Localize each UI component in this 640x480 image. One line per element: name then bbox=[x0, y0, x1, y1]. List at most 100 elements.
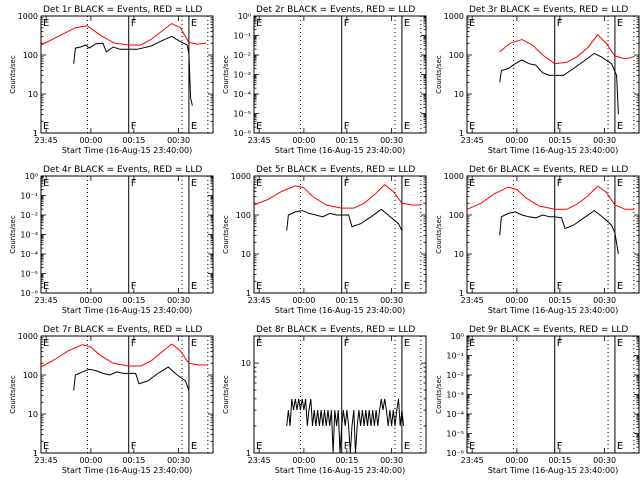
det3-xlabel: Start Time (16-Aug-15 23:40:00) bbox=[488, 146, 619, 155]
det6-series-events bbox=[499, 209, 619, 255]
det1-marker-label-bottom: E bbox=[191, 121, 197, 132]
det5-marker-label-top: E bbox=[404, 178, 410, 189]
det9-axes-frame bbox=[466, 335, 640, 454]
det7-title: Det 7r BLACK = Events, RED = LLD bbox=[43, 325, 202, 335]
det9-marker-label-top: E bbox=[469, 338, 475, 349]
det7-series-events bbox=[73, 366, 190, 391]
det6-xlabel: Start Time (16-Aug-15 23:40:00) bbox=[488, 306, 619, 315]
det3-marker-label-bottom: E bbox=[617, 121, 623, 132]
det1-marker-label-top: E bbox=[43, 18, 49, 29]
det6-ytick-label: 10 bbox=[454, 250, 464, 259]
det5-marker-label-bottom: E bbox=[404, 281, 410, 292]
det4-marker-label-bottom: E bbox=[43, 281, 49, 292]
det9-xtick-label: 23:45 bbox=[461, 456, 484, 465]
det3-ytick-label: 100 bbox=[449, 51, 464, 60]
det1-xlabel: Start Time (16-Aug-15 23:40:00) bbox=[62, 146, 193, 155]
det8-xtick-label: 00:30 bbox=[380, 456, 403, 465]
det3-marker-label-bottom: E bbox=[469, 121, 475, 132]
det5-marker-label-bottom: E bbox=[256, 281, 262, 292]
det2-marker-label-bottom: E bbox=[404, 121, 410, 132]
det2-marker-label-top: E bbox=[256, 18, 262, 29]
det8-marker-label-bottom: E bbox=[404, 441, 410, 452]
det3-xtick-label: 00:15 bbox=[548, 136, 571, 145]
det8-marker-label-bottom: F bbox=[344, 441, 350, 452]
det9-xtick-label: 00:15 bbox=[548, 456, 571, 465]
det1-ytick-label: 1000 bbox=[18, 12, 38, 21]
det6-marker-label-bottom: E bbox=[617, 281, 623, 292]
det6-marker-label-top: E bbox=[469, 178, 475, 189]
det3-ytick-label: 10 bbox=[454, 90, 464, 99]
det4-marker-label-bottom: F bbox=[131, 281, 137, 292]
det8-ylabel: Counts/sec bbox=[222, 375, 230, 414]
det7-marker-label-bottom: F bbox=[131, 441, 137, 452]
det2-xtick-label: 23:45 bbox=[248, 136, 271, 145]
det3-ytick-label: 1 bbox=[459, 129, 464, 138]
det1-marker-label-top: E bbox=[191, 18, 197, 29]
det6-axes-frame bbox=[466, 175, 640, 294]
det8-ytick-label: 1 bbox=[246, 449, 251, 458]
det2-xlabel: Start Time (16-Aug-15 23:40:00) bbox=[275, 146, 406, 155]
det1-series-events bbox=[73, 35, 193, 106]
det8-title: Det 8r BLACK = Events, RED = LLD bbox=[256, 325, 415, 335]
det2-marker-label-bottom: E bbox=[256, 121, 262, 132]
det6-ytick-label: 1 bbox=[459, 289, 464, 298]
det4-ytick-label: 10⁻⁴ bbox=[20, 250, 38, 259]
det2-axes-frame bbox=[253, 15, 427, 134]
det5-title: Det 5r BLACK = Events, RED = LLD bbox=[256, 165, 415, 175]
det3-plot: Det 3r BLACK = Events, RED = LLD 1 10 100 10… bbox=[435, 5, 640, 155]
det9-ytick-label: 10⁻⁴ bbox=[446, 410, 464, 419]
det1-series-lld bbox=[40, 23, 207, 46]
det4-plot: Det 4r BLACK = Events, RED = LLD 10⁻⁶ 10⁻⁵… bbox=[9, 165, 214, 315]
det8-marker-label-top: E bbox=[256, 338, 262, 349]
det4-xlabel: Start Time (16-Aug-15 23:40:00) bbox=[62, 306, 193, 315]
det9-marker-label-top: E bbox=[617, 338, 623, 349]
det9-ytick-label: 10⁻⁶ bbox=[446, 449, 464, 458]
det9-xtick-label: 00:00 bbox=[505, 456, 528, 465]
det6-marker-label-top: E bbox=[617, 178, 623, 189]
det8-marker-label-top: E bbox=[404, 338, 410, 349]
det2-plot: Det 2r BLACK = Events, RED = LLD 10⁻⁶ 10⁻⁵… bbox=[222, 5, 427, 155]
det9-xtick-label: 00:30 bbox=[593, 456, 616, 465]
det8-xtick-label: 00:00 bbox=[292, 456, 315, 465]
det4-ytick-label: 10⁻⁵ bbox=[20, 270, 38, 279]
det4-ytick-label: 10⁻³ bbox=[20, 231, 38, 240]
det3-xtick-label: 00:30 bbox=[593, 136, 616, 145]
det4-xtick-label: 00:30 bbox=[167, 296, 190, 305]
det8-series-events bbox=[286, 398, 405, 454]
det1-title: Det 1r BLACK = Events, RED = LLD bbox=[43, 5, 202, 15]
det2-xtick-label: 00:30 bbox=[380, 136, 403, 145]
det1-axes-frame bbox=[40, 15, 214, 134]
det9-ytick-label: 10⁰ bbox=[451, 332, 464, 341]
det8-marker-label-top: F bbox=[344, 338, 350, 349]
det2-xtick-label: 00:00 bbox=[292, 136, 315, 145]
det2-xtick-label: 00:15 bbox=[335, 136, 358, 145]
det1-ytick-label: 100 bbox=[23, 51, 38, 60]
det5-ylabel: Counts/sec bbox=[222, 215, 230, 254]
det5-xtick-label: 00:00 bbox=[292, 296, 315, 305]
det3-marker-label-top: E bbox=[469, 18, 475, 29]
det7-ytick-label: 1000 bbox=[18, 332, 38, 341]
det1-marker-label-top: F bbox=[131, 18, 137, 29]
det1-ytick-label: 10 bbox=[28, 90, 38, 99]
det1-plot: Det 1r BLACK = Events, RED = LLD 1 10 100 10… bbox=[9, 5, 214, 155]
det7-xtick-label: 00:30 bbox=[167, 456, 190, 465]
det2-marker-label-top: E bbox=[404, 18, 410, 29]
det2-marker-label-top: F bbox=[344, 18, 350, 29]
det9-plot: Det 9r BLACK = Events, RED = LLD 10⁻⁶ 10⁻⁵… bbox=[435, 325, 640, 475]
det8-marker-label-bottom: E bbox=[256, 441, 262, 452]
det8-xlabel: Start Time (16-Aug-15 23:40:00) bbox=[275, 466, 406, 475]
det7-series-lld bbox=[40, 343, 208, 368]
det4-xtick-label: 00:00 bbox=[79, 296, 102, 305]
det7-marker-label-bottom: E bbox=[43, 441, 49, 452]
det6-ytick-label: 100 bbox=[449, 211, 464, 220]
det9-ylabel: Counts/sec bbox=[435, 375, 443, 414]
det4-marker-label-top: E bbox=[43, 178, 49, 189]
det7-plot: Det 7r BLACK = Events, RED = LLD 1 10 100 10… bbox=[9, 325, 214, 475]
det2-ylabel: Counts/sec bbox=[222, 55, 230, 94]
det3-xtick-label: 00:00 bbox=[505, 136, 528, 145]
det4-ytick-label: 10⁻¹ bbox=[20, 192, 38, 201]
det5-xtick-label: 23:45 bbox=[248, 296, 271, 305]
det2-ytick-label: 10⁻³ bbox=[233, 71, 251, 80]
det3-axes-frame bbox=[466, 15, 640, 134]
det4-marker-label-top: E bbox=[191, 178, 197, 189]
